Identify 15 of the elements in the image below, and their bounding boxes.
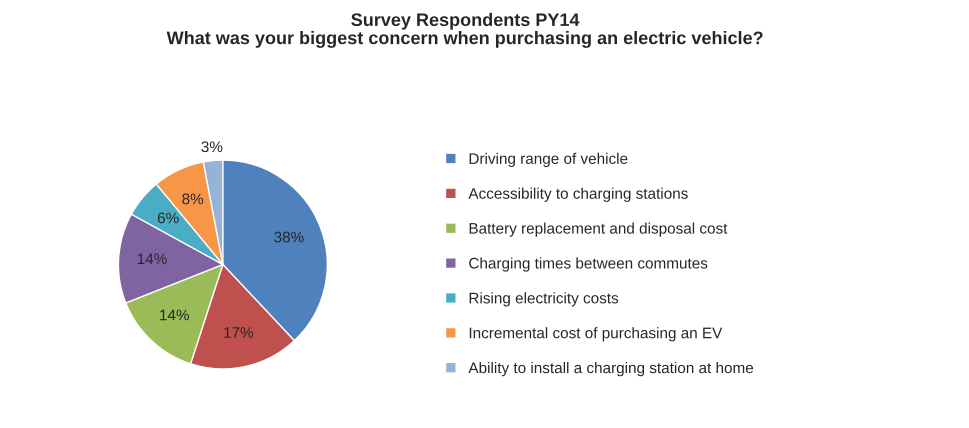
legend-label: Rising electricity costs (470, 292, 618, 306)
data-label: 8% (182, 194, 204, 204)
legend-label: Battery replacement and disposal cost (470, 222, 728, 237)
legend-label: Accessibility to charging stations (468, 188, 688, 202)
legend-label: Ability to install a charging station at home (468, 362, 754, 376)
data-label: 17% (224, 327, 254, 338)
data-label: 38% (274, 232, 304, 242)
data-label: 14% (160, 310, 190, 320)
chart-title: Survey Respondents PY14 What was your biggest concern when purchasing an electric vehicle? (166, 12, 763, 48)
data-label: 3% (201, 141, 222, 152)
data-label: 14% (138, 253, 167, 264)
legend-label: Driving range of vehicle (470, 152, 628, 168)
data-label: 6% (158, 212, 179, 224)
legend-label: Incremental cost of purchasing an EV (470, 327, 722, 342)
legend-label: Charging times between commutes (469, 257, 708, 272)
